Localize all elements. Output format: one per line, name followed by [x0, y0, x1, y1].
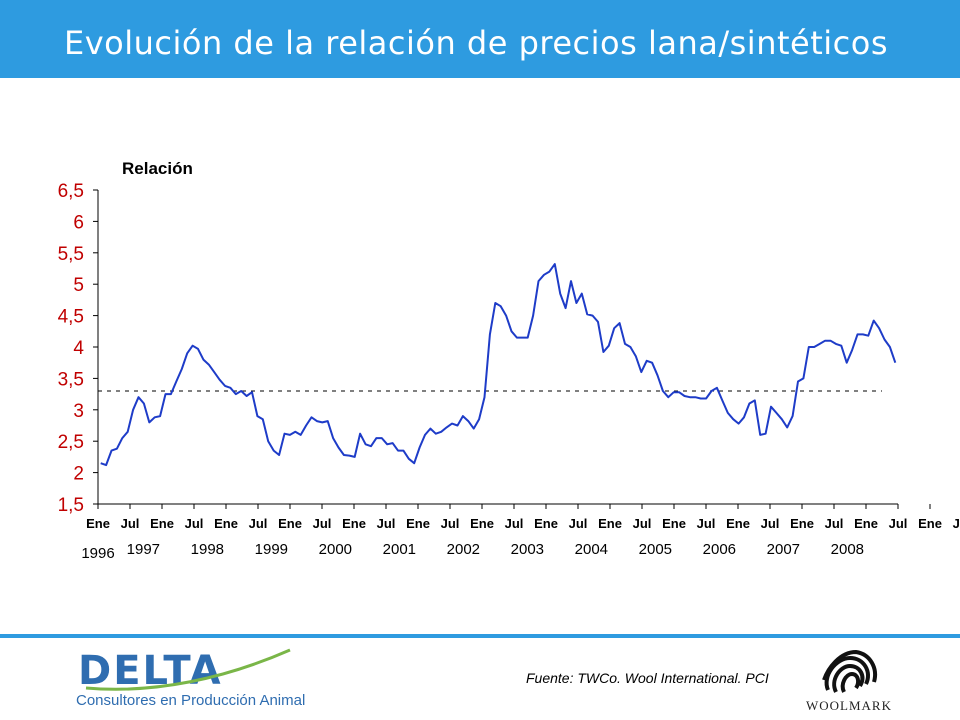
year-label: 2001 [383, 541, 416, 558]
y-tick-label: 4 [73, 338, 84, 359]
year-label: 2004 [575, 541, 608, 558]
delta-swoosh-icon [85, 648, 291, 691]
footer-divider [0, 634, 960, 638]
x-tick-label: Ene [918, 516, 942, 531]
x-tick-label: Ene [790, 516, 814, 531]
woolmark-logo: WOOLMARK [806, 646, 892, 716]
year-label: 2007 [767, 541, 800, 558]
year-label: 1996 [81, 545, 114, 562]
x-tick-label: Ene [534, 516, 558, 531]
y-axis-label: Relación [122, 159, 193, 178]
x-tick-label: Jul [313, 516, 332, 531]
line-chart: 1,5 2 2,5 3 3,5 4 4,5 5 5,5 6 6,5 Relación Ene Jul Ene… [58, 159, 960, 562]
y-tick-label: 6 [73, 212, 84, 233]
title-bar: Evolución de la relación de precios lana… [0, 0, 960, 78]
woolmark-icon [822, 649, 877, 693]
year-label: 2003 [511, 541, 544, 558]
x-tick-label: Ene [406, 516, 430, 531]
y-tick-label: 4,5 [58, 307, 84, 328]
series-line [100, 263, 897, 467]
x-tick-label: Ene [662, 516, 686, 531]
y-tick-label: 6,5 [58, 181, 84, 202]
source-note: Fuente: TWCo. Wool International. PCI [526, 670, 769, 686]
x-tick-label: Jul [441, 516, 460, 531]
x-tick-label: Ene [86, 516, 110, 531]
x-tick-label: Jul [825, 516, 844, 531]
x-tick-label: Ene [726, 516, 750, 531]
x-tick-label: Ene [470, 516, 494, 531]
year-label: 1998 [191, 541, 224, 558]
x-tick-label: Jul [889, 516, 908, 531]
delta-logo-tagline: Consultores en Producción Animal [76, 692, 306, 709]
x-tick-label: Ene [342, 516, 366, 531]
woolmark-wordmark: WOOLMARK [806, 698, 892, 713]
y-tick-label: 1,5 [58, 495, 84, 516]
year-label: 1999 [255, 541, 288, 558]
x-tick-label: Ene [854, 516, 878, 531]
year-label: 2006 [703, 541, 736, 558]
year-label: 2000 [319, 541, 352, 558]
year-label: 2005 [639, 541, 672, 558]
y-tick-label: 5 [73, 275, 84, 296]
y-tick-label: 2,5 [58, 432, 84, 453]
x-tick-label: Jul [185, 516, 204, 531]
x-tick-label: Jul [569, 516, 588, 531]
page-title: Evolución de la relación de precios lana… [64, 24, 888, 62]
x-tick-label: Jul [377, 516, 396, 531]
year-label: 2008 [831, 541, 864, 558]
y-tick-label: 5,5 [58, 244, 84, 265]
x-tick-label: Ene [598, 516, 622, 531]
x-tick-label: Jul [953, 516, 960, 531]
x-tick-label: Jul [761, 516, 780, 531]
x-tick-label: Jul [697, 516, 716, 531]
x-tick-label: Ene [214, 516, 238, 531]
delta-logo: DELTA Consultores en Producción Animal [76, 648, 316, 710]
x-tick-label: Ene [278, 516, 302, 531]
y-tick-label: 3 [73, 401, 84, 422]
x-tick-label: Jul [249, 516, 268, 531]
y-tick-label: 3,5 [58, 369, 84, 390]
x-tick-label: Jul [121, 516, 140, 531]
x-tick-label: Ene [150, 516, 174, 531]
x-tick-label: Jul [505, 516, 524, 531]
y-tick-label: 2 [73, 464, 84, 485]
year-label: 1997 [127, 541, 160, 558]
x-tick-label: Jul [633, 516, 652, 531]
year-label: 2002 [447, 541, 480, 558]
